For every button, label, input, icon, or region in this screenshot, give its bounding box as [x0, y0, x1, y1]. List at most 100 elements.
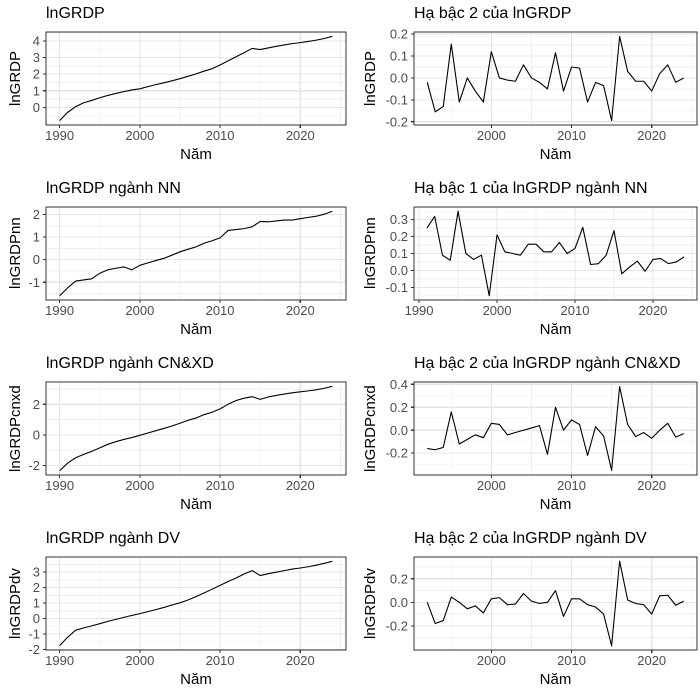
x-tick-label: 2020: [286, 478, 315, 493]
y-tick-label: -0.1: [386, 280, 408, 295]
panel-border: [413, 556, 698, 651]
x-tick-label: 2000: [477, 478, 506, 493]
x-axis-title: Năm: [180, 321, 212, 338]
y-tick-label: 0.2: [390, 229, 408, 244]
panel-background: [414, 557, 697, 650]
x-tick-label: 2010: [557, 478, 586, 493]
y-tick-label: -2: [28, 642, 40, 657]
y-tick-label: 0.0: [390, 71, 408, 86]
panel-border: [413, 381, 698, 476]
y-tick-label: 3: [33, 50, 40, 65]
y-tick-label: 0.2: [390, 571, 408, 586]
x-tick-label: 2020: [286, 128, 315, 143]
subplot-lngrdp: lnGRDP lnGRDP 1990 2000 2010 2020 0 1 2 3 4 Năm: [0, 0, 350, 175]
x-tick-label: 1990: [45, 653, 74, 668]
subplot-lngrdp-cnxd: lnGRDP ngành CN&XD lnGRDPcnxd 1990 2000 20…: [0, 350, 350, 525]
plot-title: lnGRDP ngành NN: [46, 180, 181, 197]
y-tick-label: 0.0: [390, 423, 408, 438]
x-tick-label: 2020: [637, 128, 666, 143]
plot-title: lnGRDP ngành DV: [46, 530, 180, 547]
x-axis-title: Năm: [539, 146, 572, 163]
y-tick-label: -2: [28, 458, 40, 473]
x-tick-label: 2010: [561, 303, 590, 318]
x-axis-title: Năm: [539, 321, 572, 338]
subplot-diff2-lngrdp-dv: Hạ bậc 2 của lnGRDP ngành DV lnGRDPdv 20…: [350, 525, 700, 700]
panel-background: [414, 382, 697, 475]
panel-border: [45, 206, 347, 301]
x-tick-label: 2000: [125, 653, 154, 668]
data-line: [59, 385, 333, 472]
y-tick-label: 3: [33, 565, 40, 580]
panel-border: [45, 31, 347, 126]
subplot-lngrdp-nn: lnGRDP ngành NN lnGRDPnn 1990 2000 2010 202…: [0, 175, 350, 350]
subplot-diff2-lngrdp: Hạ bậc 2 của lnGRDP lnGRDP 2000 2010 2020-…: [350, 0, 700, 175]
x-tick-label: 2020: [286, 303, 315, 318]
y-tick-label: 1: [33, 596, 40, 611]
y-tick-label: -0.1: [386, 92, 408, 107]
y-tick-label: -0.2: [386, 618, 408, 633]
plot-title: lnGRDP: [46, 5, 105, 22]
y-tick-label: -1: [28, 275, 40, 290]
x-tick-label: 2000: [477, 653, 506, 668]
y-tick-label: 1: [33, 230, 40, 245]
x-tick-label: 2020: [286, 653, 315, 668]
data-line: [59, 35, 333, 122]
y-tick-label: 0: [33, 252, 40, 267]
data-line: [59, 210, 333, 297]
panel-background: [46, 207, 346, 300]
x-tick-label: 2010: [206, 128, 235, 143]
y-tick-label: -1: [28, 627, 40, 642]
x-axis-title: Năm: [180, 671, 212, 688]
subplot-diff2-lngrdp-cnxd: Hạ bậc 2 của lnGRDP ngành CN&XD lnGRDPcn…: [350, 350, 700, 525]
chart-panel: 2000 2010 2020 -0.2 0.0 0.2 0.4: [386, 377, 698, 493]
y-tick-label: 0.1: [390, 246, 408, 261]
x-axis-title: Năm: [539, 496, 572, 513]
x-tick-label: 2020: [638, 303, 667, 318]
panel-border: [45, 381, 347, 476]
y-tick-label: -0.2: [386, 446, 408, 461]
data-line: [59, 560, 333, 647]
subplot-lngrdp-dv: lnGRDP ngành DV lnGRDPdv 1990 2000 2010 202…: [0, 525, 350, 700]
chart-panel: 2000 2010 2020 -0.2 -0.1 0.0 0.1 0.2: [386, 27, 698, 143]
chart-panel: 1990 2000 2010 2020 -0.1 0.0 0.1 0.2 0.3: [386, 206, 698, 318]
x-tick-label: 2020: [637, 478, 666, 493]
y-tick-label: 0.0: [390, 595, 408, 610]
x-axis-title: Năm: [180, 146, 212, 163]
plot-title: Hạ bậc 2 của lnGRDP ngành CN&XD: [414, 355, 681, 372]
y-tick-label: 0: [33, 611, 40, 626]
y-tick-label: 0: [33, 100, 40, 115]
y-tick-label: 1: [33, 83, 40, 98]
x-tick-label: 2000: [477, 128, 506, 143]
y-tick-label: 0: [33, 427, 40, 442]
chart-panel: 1990 2000 2010 2020 -1 0 1 2: [28, 206, 347, 318]
x-tick-label: 2010: [206, 478, 235, 493]
x-axis-title: Năm: [180, 496, 212, 513]
y-tick-label: 2: [33, 580, 40, 595]
data-line: [427, 386, 684, 471]
chart-panel: 2000 2010 2020 -0.2 0.0 0.2: [386, 556, 698, 668]
x-tick-label: 1990: [45, 303, 74, 318]
x-axis-title: Năm: [539, 671, 572, 688]
data-line: [426, 560, 685, 647]
x-tick-label: 2010: [206, 653, 235, 668]
x-tick-label: 2020: [637, 653, 666, 668]
subplot-diff1-lngrdp-nn: Hạ bậc 1 của lnGRDP ngành NN lnGRDPnn 19…: [350, 175, 700, 350]
plot-title: Hạ bậc 2 của lnGRDP: [414, 5, 572, 22]
x-tick-label: 2000: [125, 128, 154, 143]
plot-title: Hạ bậc 1 của lnGRDP ngành NN: [414, 180, 648, 197]
y-tick-label: 0.3: [390, 212, 408, 227]
plot-title: lnGRDP ngành CN&XD: [46, 355, 214, 372]
x-tick-label: 1990: [45, 128, 74, 143]
x-tick-label: 2000: [483, 303, 512, 318]
y-tick-label: 2: [33, 207, 40, 222]
y-tick-label: 0.1: [390, 49, 408, 64]
x-tick-label: 2010: [557, 128, 586, 143]
y-tick-label: 4: [33, 34, 40, 49]
y-tick-label: -0.2: [386, 114, 408, 129]
y-tick-label: 0.4: [390, 377, 408, 392]
x-tick-label: 2000: [125, 478, 154, 493]
x-tick-label: 1990: [45, 478, 74, 493]
plot-title: Hạ bậc 2 của lnGRDP ngành DV: [414, 530, 647, 547]
